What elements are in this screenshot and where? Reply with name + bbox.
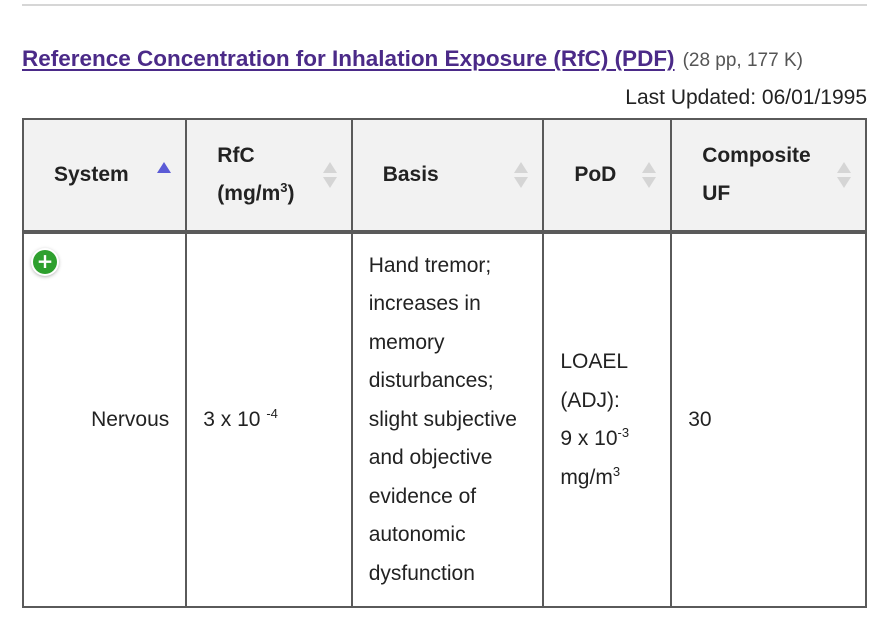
column-header-rfc-label: RfC (217, 144, 255, 167)
column-header-basis-label: Basis (382, 163, 439, 186)
basis-line: memory (368, 330, 445, 354)
basis-line: and objective (368, 446, 493, 470)
table-body: + Nervous 3 x 10 -4 Hand tremor; increas… (21, 231, 867, 608)
column-header-system[interactable]: System (21, 118, 188, 233)
column-header-composite-uf[interactable]: Composite UF (670, 118, 867, 233)
column-header-composite-label: Composite (702, 144, 811, 167)
basis-line: dysfunction (368, 561, 475, 585)
rfc-pdf-link[interactable]: Reference Concentration for Inhalation E… (22, 46, 675, 71)
sort-ascending-icon[interactable] (157, 161, 172, 189)
rfc-value: 3 x 10 -4 (203, 405, 278, 431)
pod-line: 9 x 10-3 (560, 425, 630, 450)
composite-uf-value: 30 (688, 407, 712, 431)
document-header: Reference Concentration for Inhalation E… (22, 46, 803, 72)
header-row: System RfC (mg/m3) Basis PoD Composite U… (21, 118, 867, 233)
column-header-uf-label: UF (702, 182, 731, 205)
basis-line: disturbances; (368, 369, 494, 393)
pod-line: LOAEL (560, 350, 629, 373)
last-updated-date: Last Updated: 06/01/1995 (625, 86, 867, 109)
cell-pod: LOAEL (ADJ): 9 x 10-3 mg/m3 (542, 231, 673, 608)
expand-row-plus-icon[interactable]: + (33, 250, 57, 274)
sort-icon[interactable] (322, 161, 337, 189)
column-header-rfc[interactable]: RfC (mg/m3) (185, 118, 353, 233)
basis-line: increases in (368, 292, 481, 316)
top-divider (22, 4, 867, 6)
cell-rfc: 3 x 10 -4 (185, 231, 353, 608)
table-header: System RfC (mg/m3) Basis PoD Composite U… (21, 118, 867, 233)
cell-composite-uf: 30 (670, 231, 867, 608)
rfc-table: System RfC (mg/m3) Basis PoD Composite U… (21, 118, 867, 608)
pod-line: mg/m3 (560, 463, 621, 489)
column-header-rfc-unit: (mg/m3) (217, 180, 295, 205)
pod-line: (ADJ): (560, 388, 620, 412)
column-header-basis[interactable]: Basis (350, 118, 545, 233)
basis-line: evidence of (368, 484, 477, 508)
sort-icon[interactable] (642, 161, 657, 189)
sort-icon[interactable] (514, 161, 529, 189)
cell-system: + Nervous (21, 231, 188, 608)
table-row: + Nervous 3 x 10 -4 Hand tremor; increas… (21, 231, 867, 608)
basis-line: autonomic (368, 523, 466, 547)
basis-line: slight subjective (368, 407, 517, 431)
column-header-pod[interactable]: PoD (542, 118, 673, 233)
column-header-system-label: System (54, 163, 129, 186)
column-header-pod-label: PoD (574, 163, 617, 186)
file-size-meta: (28 pp, 177 K) (682, 50, 803, 71)
cell-basis: Hand tremor; increases in memory disturb… (350, 231, 545, 608)
system-value: Nervous (91, 407, 170, 431)
sort-icon[interactable] (837, 161, 851, 189)
basis-line: Hand tremor; (368, 253, 492, 277)
